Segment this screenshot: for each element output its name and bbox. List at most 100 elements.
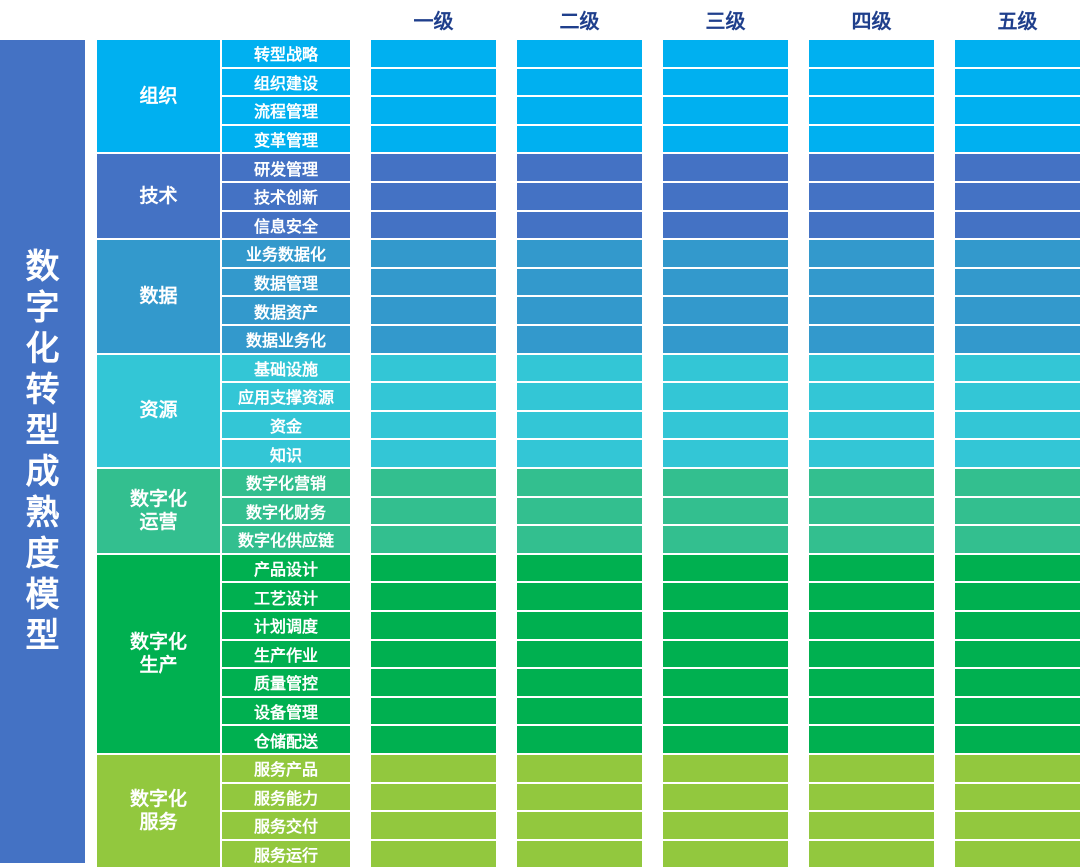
level-cell-3 xyxy=(663,669,788,696)
level-cell-3 xyxy=(663,326,788,353)
level-cell-3 xyxy=(663,554,788,582)
level-cell-5 xyxy=(955,640,1080,668)
level-cell-3 xyxy=(663,697,788,725)
level-cell-3 xyxy=(663,211,788,239)
level-cell-4 xyxy=(809,783,934,811)
subdomain-7-1: 服务产品 xyxy=(222,755,350,782)
level-cell-1 xyxy=(371,469,496,496)
dimension-label: 数据 xyxy=(139,284,178,307)
level-cell-4 xyxy=(809,240,934,267)
level-cell-2 xyxy=(517,326,642,353)
subdomain-3-1: 业务数据化 xyxy=(222,240,350,267)
level-cell-1 xyxy=(371,783,496,811)
level-cell-4 xyxy=(809,554,934,582)
level-cell-1 xyxy=(371,755,496,782)
level-cell-4 xyxy=(809,440,934,467)
level-cell-5 xyxy=(955,697,1080,725)
dimension-label: 数字化生产 xyxy=(129,630,187,676)
level-cell-4 xyxy=(809,583,934,610)
level-cell-3 xyxy=(663,297,788,324)
level-cell-5 xyxy=(955,755,1080,782)
subdomain-5-1: 数字化营销 xyxy=(222,469,350,496)
level-cell-1 xyxy=(371,68,496,96)
level-cell-4 xyxy=(809,526,934,553)
dimension-label: 技术 xyxy=(139,184,178,207)
level-cell-5 xyxy=(955,326,1080,353)
dimension-7: 数字化服务 xyxy=(97,755,220,867)
level-cell-4 xyxy=(809,40,934,67)
level-cell-1 xyxy=(371,497,496,525)
level-cell-1 xyxy=(371,211,496,239)
subdomain-1-4: 变革管理 xyxy=(222,125,350,153)
level-cell-2 xyxy=(517,783,642,811)
level-cell-2 xyxy=(517,68,642,96)
level-cell-5 xyxy=(955,612,1080,639)
level-cell-4 xyxy=(809,669,934,696)
level-cell-1 xyxy=(371,97,496,124)
subdomain-6-3: 计划调度 xyxy=(222,612,350,639)
level-cell-4 xyxy=(809,354,934,382)
level-cell-4 xyxy=(809,697,934,725)
level-cell-5 xyxy=(955,154,1080,181)
level-cell-3 xyxy=(663,68,788,96)
subdomain-1-2: 组织建设 xyxy=(222,68,350,96)
level-cell-3 xyxy=(663,726,788,753)
level-cell-1 xyxy=(371,669,496,696)
subdomain-6-1: 产品设计 xyxy=(222,554,350,582)
level-cell-5 xyxy=(955,297,1080,324)
level-cell-5 xyxy=(955,97,1080,124)
level-header-5: 五级 xyxy=(997,9,1038,33)
dimension-1: 组织 xyxy=(97,40,220,153)
level-cell-3 xyxy=(663,268,788,296)
level-cell-1 xyxy=(371,154,496,181)
level-cell-2 xyxy=(517,125,642,153)
level-cell-2 xyxy=(517,297,642,324)
level-cell-3 xyxy=(663,125,788,153)
level-cell-3 xyxy=(663,383,788,410)
level-cell-2 xyxy=(517,755,642,782)
level-cell-3 xyxy=(663,240,788,267)
subdomain-1-3: 流程管理 xyxy=(222,97,350,124)
level-cell-5 xyxy=(955,183,1080,210)
level-cell-5 xyxy=(955,268,1080,296)
level-cell-2 xyxy=(517,440,642,467)
level-cell-1 xyxy=(371,411,496,439)
level-cell-4 xyxy=(809,125,934,153)
level-cell-3 xyxy=(663,526,788,553)
level-cell-2 xyxy=(517,497,642,525)
level-cell-3 xyxy=(663,583,788,610)
level-cell-2 xyxy=(517,554,642,582)
level-cell-4 xyxy=(809,497,934,525)
dimension-label: 资源 xyxy=(139,399,178,422)
level-cell-3 xyxy=(663,497,788,525)
subdomain-5-3: 数字化供应链 xyxy=(222,526,350,553)
level-cell-5 xyxy=(955,554,1080,582)
dimension-3: 数据 xyxy=(97,240,220,353)
level-cell-3 xyxy=(663,154,788,181)
level-cell-3 xyxy=(663,183,788,210)
level-cell-5 xyxy=(955,211,1080,239)
level-cell-2 xyxy=(517,268,642,296)
subdomain-4-2: 应用支撑资源 xyxy=(222,383,350,410)
level-cell-2 xyxy=(517,526,642,553)
level-cell-1 xyxy=(371,612,496,639)
level-cell-2 xyxy=(517,154,642,181)
model-title-column: 数字化转型成熟度模型 xyxy=(0,40,85,863)
level-cell-4 xyxy=(809,411,934,439)
level-cell-5 xyxy=(955,383,1080,410)
level-cell-3 xyxy=(663,840,788,867)
level-cell-1 xyxy=(371,583,496,610)
subdomain-6-5: 质量管控 xyxy=(222,669,350,696)
level-cell-4 xyxy=(809,268,934,296)
level-cell-1 xyxy=(371,383,496,410)
level-cell-4 xyxy=(809,383,934,410)
subdomain-4-1: 基础设施 xyxy=(222,354,350,382)
level-cell-2 xyxy=(517,183,642,210)
level-cell-3 xyxy=(663,612,788,639)
level-cell-4 xyxy=(809,840,934,867)
level-cell-4 xyxy=(809,326,934,353)
level-cell-5 xyxy=(955,526,1080,553)
subdomain-2-3: 信息安全 xyxy=(222,211,350,239)
level-header-2: 二级 xyxy=(559,9,600,33)
dimension-2: 技术 xyxy=(97,154,220,239)
